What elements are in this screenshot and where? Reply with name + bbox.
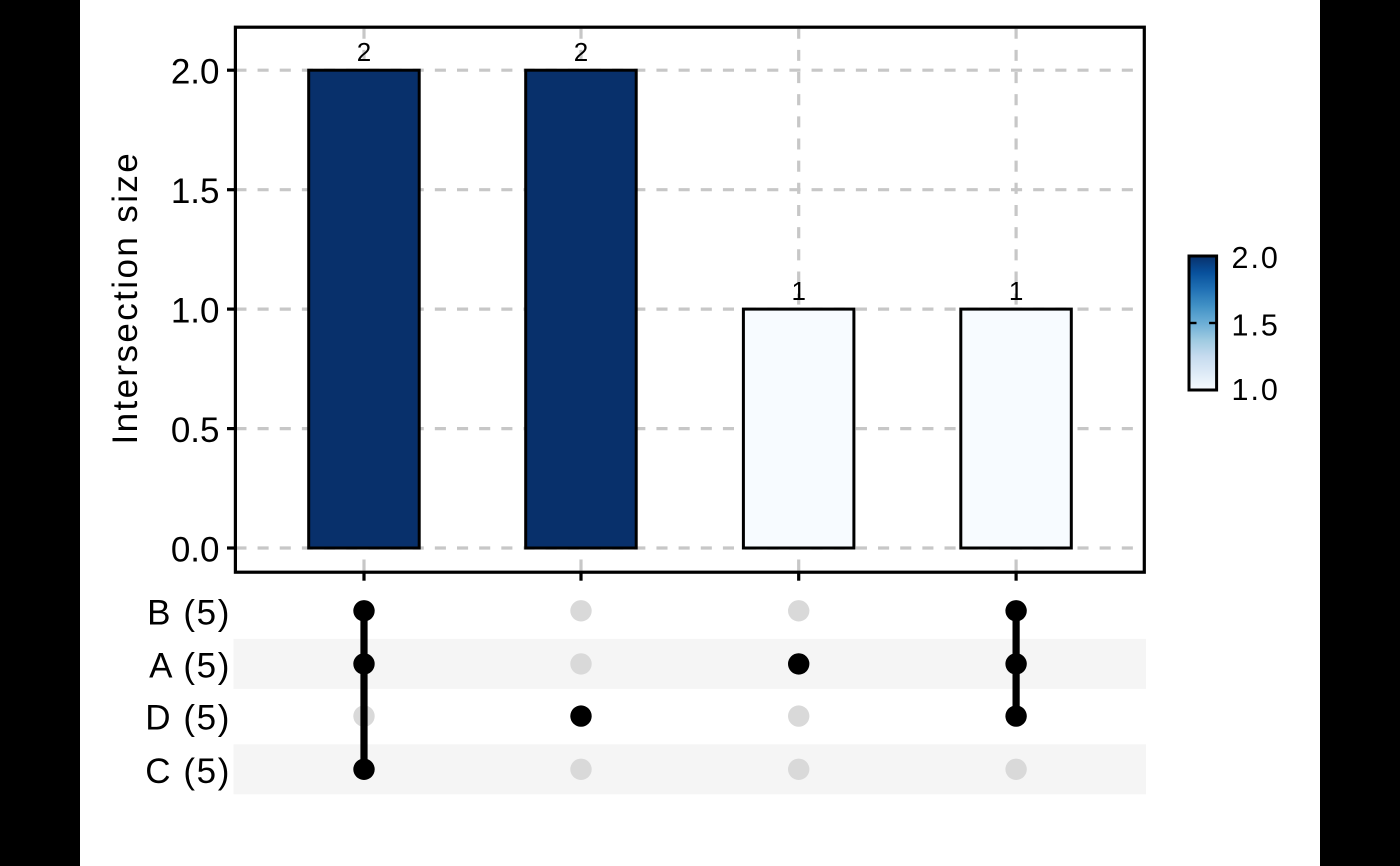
svg-text:1.5: 1.5 xyxy=(171,172,220,211)
svg-text:0.5: 0.5 xyxy=(171,411,220,450)
svg-text:1: 1 xyxy=(1009,276,1023,306)
svg-text:Intersection size: Intersection size xyxy=(106,151,145,445)
svg-text:2.0: 2.0 xyxy=(1232,241,1280,275)
svg-text:0.0: 0.0 xyxy=(171,531,220,570)
svg-text:D (5): D (5) xyxy=(145,699,231,738)
svg-text:1.0: 1.0 xyxy=(171,292,220,331)
svg-text:2.0: 2.0 xyxy=(171,53,220,92)
svg-text:A (5): A (5) xyxy=(149,646,231,685)
svg-text:B (5): B (5) xyxy=(147,593,231,632)
svg-text:1.0: 1.0 xyxy=(1232,373,1280,407)
svg-text:2: 2 xyxy=(574,37,588,67)
svg-text:1: 1 xyxy=(791,276,805,306)
svg-text:1.5: 1.5 xyxy=(1232,308,1280,342)
svg-text:2: 2 xyxy=(357,37,371,67)
svg-text:C (5): C (5) xyxy=(145,752,231,791)
